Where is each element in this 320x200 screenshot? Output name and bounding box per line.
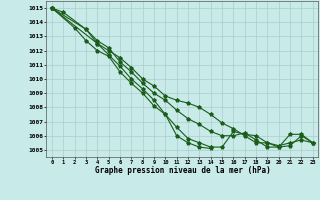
X-axis label: Graphe pression niveau de la mer (hPa): Graphe pression niveau de la mer (hPa) <box>94 166 270 175</box>
